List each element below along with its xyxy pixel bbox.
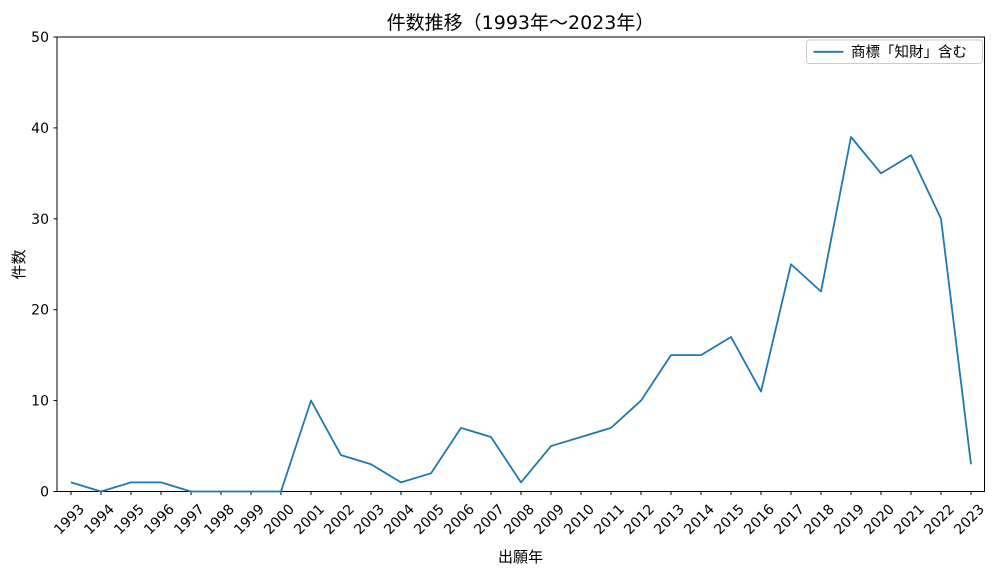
x-tick-label: 2011 <box>591 502 628 539</box>
x-tick-label: 1994 <box>81 501 118 538</box>
x-tick-label: 2006 <box>441 501 478 538</box>
series-line <box>70 136 972 493</box>
chart-title: 件数推移（1993年〜2023年） <box>387 12 655 34</box>
x-axis-ticks: 1993199419951996199719981999200020012002… <box>51 491 988 539</box>
plot-area <box>56 36 985 492</box>
x-tick-label: 2003 <box>351 502 388 539</box>
x-tick-label: 2000 <box>261 502 298 539</box>
x-tick-label: 1996 <box>141 501 178 538</box>
x-axis-label: 出願年 <box>498 548 543 566</box>
legend: 商標「知財」含む <box>806 39 983 64</box>
x-tick-label: 2010 <box>561 502 598 539</box>
y-tick-label: 40 <box>31 121 49 137</box>
y-tick-label: 30 <box>31 212 49 228</box>
x-tick-label: 2007 <box>471 502 508 539</box>
y-axis-ticks: 0 10 20 30 40 50 <box>31 30 57 501</box>
x-tick-label: 1995 <box>111 502 148 539</box>
x-tick-label: 2009 <box>531 502 568 539</box>
x-tick-label: 2020 <box>861 502 898 539</box>
x-tick-label: 2015 <box>711 502 748 539</box>
y-axis-label: 件数 <box>10 249 28 279</box>
x-tick-label: 1999 <box>231 502 268 539</box>
x-tick-label: 2014 <box>681 501 718 538</box>
x-tick-label: 2004 <box>381 501 418 538</box>
x-tick-label: 2019 <box>831 502 868 539</box>
y-tick-label: 50 <box>31 30 49 46</box>
x-tick-label: 2022 <box>921 502 958 539</box>
x-tick-label: 1997 <box>171 502 208 539</box>
legend-label: 商標「知財」含む <box>851 44 967 61</box>
x-tick-label: 2016 <box>741 501 778 538</box>
x-tick-label: 2013 <box>651 502 688 539</box>
x-tick-label: 2002 <box>321 502 358 539</box>
x-tick-label: 1998 <box>201 502 238 539</box>
x-tick-label: 1993 <box>51 502 88 539</box>
y-tick-label: 20 <box>31 303 49 319</box>
y-tick-label: 0 <box>40 485 49 501</box>
x-tick-label: 2005 <box>411 502 448 539</box>
x-tick-label: 2001 <box>291 502 328 539</box>
legend-frame <box>806 39 983 64</box>
x-tick-label: 2017 <box>771 502 808 539</box>
x-tick-label: 2021 <box>891 502 928 539</box>
x-tick-label: 2012 <box>621 502 658 539</box>
x-tick-label: 2008 <box>501 502 538 539</box>
y-tick-label: 10 <box>31 394 49 410</box>
x-tick-label: 2023 <box>951 502 988 539</box>
x-tick-label: 2018 <box>801 502 838 539</box>
